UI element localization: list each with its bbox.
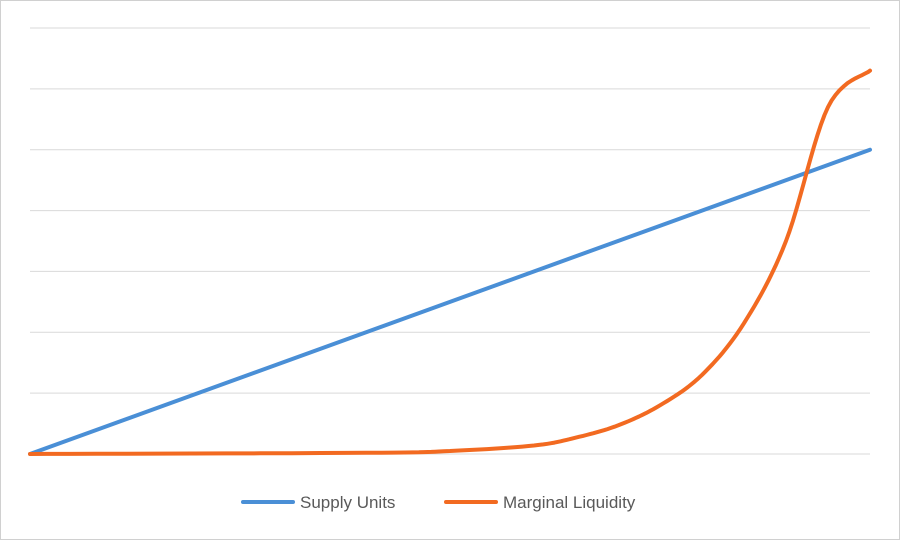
series-line-marginal-liquidity [28,68,872,456]
series-lines [28,68,872,456]
legend-label-supply-units: Supply Units [300,493,395,512]
gridlines [30,27,870,455]
legend: Supply Units Marginal Liquidity [241,493,636,512]
legend-label-marginal-liquidity: Marginal Liquidity [503,493,636,512]
series-line-supply-units [28,147,872,456]
